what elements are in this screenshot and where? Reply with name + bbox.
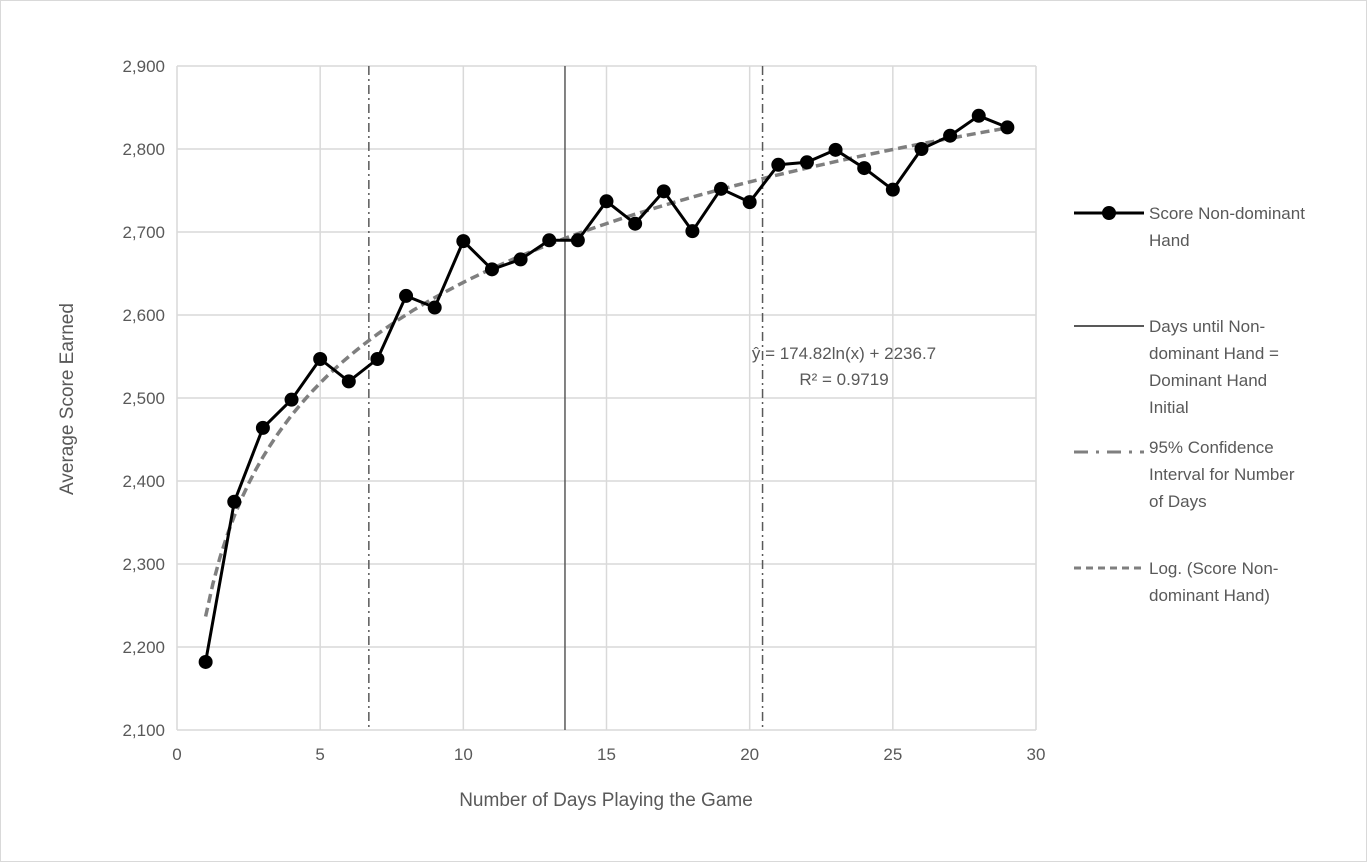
legend-label-days-until-line4: Initial (1149, 398, 1189, 417)
score-data-point (399, 288, 414, 303)
x-tick-label: 30 (1027, 745, 1046, 764)
y-tick-label: 2,900 (122, 57, 165, 76)
legend-label-ci-line2: Interval for Number (1149, 465, 1295, 484)
x-tick-label: 25 (883, 745, 902, 764)
legend-label-days-until-line3: Dominant Hand (1149, 371, 1267, 390)
score-data-point (943, 128, 958, 143)
score-data-point (427, 300, 442, 315)
y-tick-label: 2,300 (122, 555, 165, 574)
legend-label-ci-line1: 95% Confidence (1149, 438, 1274, 457)
score-data-point (599, 194, 614, 209)
score-data-point (456, 234, 471, 249)
legend-item-days-until: Days until Non- dominant Hand = Dominant… (1074, 317, 1279, 417)
log-trendline-path (203, 126, 1008, 617)
x-axis-title: Number of Days Playing the Game (459, 790, 753, 811)
legend-label-score-line2: Hand (1149, 231, 1190, 250)
legend-label-log-line1: Log. (Score Non- (1149, 559, 1278, 578)
score-data-point (570, 233, 585, 248)
legend-item-log-trendline: Log. (Score Non- dominant Hand) (1074, 559, 1278, 605)
annotations: ŷ = 174.82ln(x) + 2236.7 R² = 0.9719 (752, 344, 936, 389)
score-data-point (341, 374, 356, 389)
x-tick-label: 20 (740, 745, 759, 764)
r-squared-label: R² = 0.9719 (799, 370, 888, 389)
y-tick-label: 2,600 (122, 306, 165, 325)
x-tick-label: 0 (172, 745, 181, 764)
gridlines (176, 65, 1037, 731)
score-data-point (313, 351, 328, 366)
legend-label-days-until-line2: dominant Hand = (1149, 344, 1279, 363)
score-data-point (799, 155, 814, 170)
y-tick-label: 2,100 (122, 721, 165, 740)
score-data-point (370, 351, 385, 366)
axes: 2,100 2,200 2,300 2,400 2,500 2,600 2,700 2,800… (122, 57, 1045, 764)
score-data-point (857, 161, 872, 176)
score-data-point (885, 182, 900, 197)
score-data-point (656, 184, 671, 199)
y-tick-label: 2,800 (122, 140, 165, 159)
legend-label-log-line2: dominant Hand) (1149, 586, 1270, 605)
score-data-point (914, 142, 929, 156)
legend-label-score-line1: Score Non-dominant (1149, 204, 1305, 223)
score-data-point (227, 494, 242, 509)
score-data-point (198, 654, 213, 669)
score-data-point (685, 224, 700, 239)
trendline-equation: ŷ = 174.82ln(x) + 2236.7 (752, 344, 936, 363)
score-data-point (714, 181, 729, 196)
score-data-point (484, 262, 499, 277)
score-data-point (1000, 120, 1015, 135)
y-tick-label: 2,200 (122, 638, 165, 657)
legend-label-ci-line3: of Days (1149, 492, 1207, 511)
legend-item-confidence-interval: 95% Confidence Interval for Number of Da… (1074, 438, 1295, 511)
score-data-point (284, 392, 299, 407)
x-tick-label: 10 (454, 745, 473, 764)
score-data-point (628, 216, 643, 231)
x-tick-label: 15 (597, 745, 616, 764)
y-tick-label: 2,400 (122, 472, 165, 491)
legend-label-days-until-line1: Days until Non- (1149, 317, 1265, 336)
reference-lines (368, 66, 764, 730)
legend-item-score: Score Non-dominant Hand (1074, 204, 1305, 250)
y-tick-label: 2,700 (122, 223, 165, 242)
score-data-point (255, 420, 270, 435)
legend: Score Non-dominant Hand Days until Non- … (1074, 204, 1305, 605)
score-series (198, 108, 1015, 669)
score-data-point (971, 108, 986, 123)
y-tick-label: 2,500 (122, 389, 165, 408)
y-axis-title: Average Score Earned (57, 303, 78, 495)
x-tick-label: 5 (315, 745, 324, 764)
log-trendline (203, 126, 1008, 617)
score-data-point (513, 252, 528, 267)
score-data-point (742, 195, 757, 210)
score-data-point (771, 157, 786, 172)
score-data-point (828, 142, 843, 157)
score-data-point (542, 233, 557, 248)
